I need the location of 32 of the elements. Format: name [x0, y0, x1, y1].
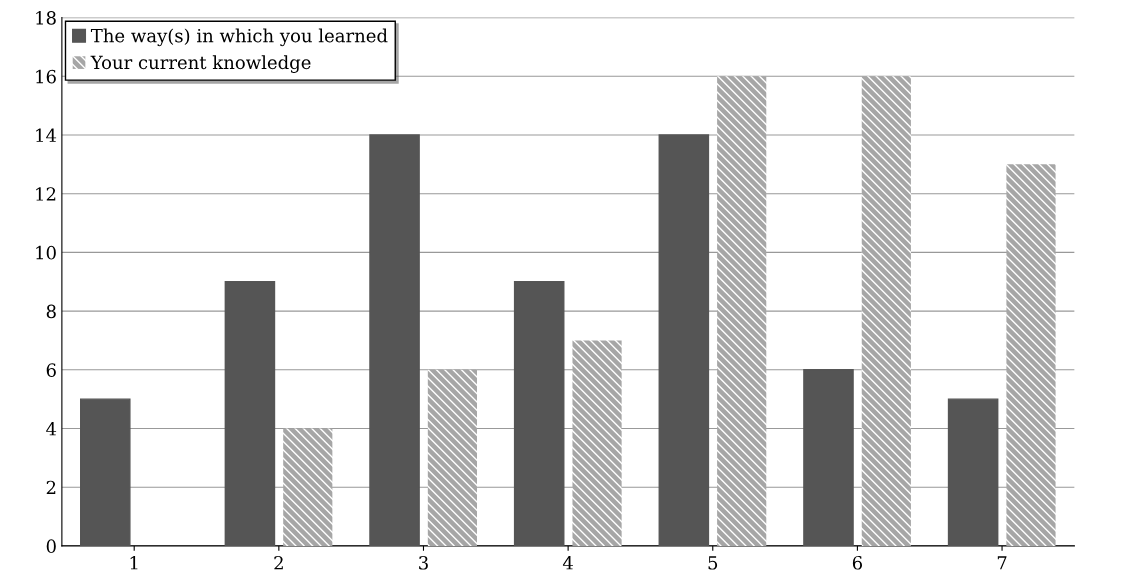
y-tick-label: 16	[36, 69, 56, 84]
bar	[283, 428, 333, 546]
x-tick-label: 1	[130, 555, 138, 570]
y-tick-label: 4	[46, 421, 57, 436]
bar	[369, 134, 420, 546]
x-tick-label: 4	[562, 555, 573, 570]
bar	[1006, 164, 1056, 546]
bar	[861, 76, 911, 546]
bar	[79, 398, 131, 546]
legend-label: Your current knowledge	[90, 55, 311, 73]
legend-label: The way(s) in which you learned	[90, 28, 388, 47]
x-tick-label: 6	[852, 555, 863, 570]
y-tick-label: 18	[36, 11, 56, 25]
x-tick-label: 7	[997, 556, 1007, 570]
y-tick-label: 8	[46, 304, 56, 319]
bar	[658, 134, 710, 546]
bar	[803, 369, 854, 546]
x-tick-label: 5	[708, 556, 718, 570]
y-tick-label: 2	[46, 480, 56, 495]
y-tick-label: 6	[46, 363, 56, 377]
y-tick-label: 12	[36, 187, 56, 201]
bar	[224, 281, 276, 546]
bar	[572, 340, 622, 546]
y-tick-label: 0	[46, 539, 56, 554]
y-tick-label: 10	[36, 245, 56, 260]
bar	[947, 398, 999, 546]
bar	[427, 369, 477, 546]
y-tick-label: 14	[36, 128, 57, 142]
bar	[717, 76, 767, 546]
x-tick-label: 3	[419, 555, 428, 570]
x-tick-label: 2	[274, 555, 283, 570]
bar	[513, 281, 565, 546]
